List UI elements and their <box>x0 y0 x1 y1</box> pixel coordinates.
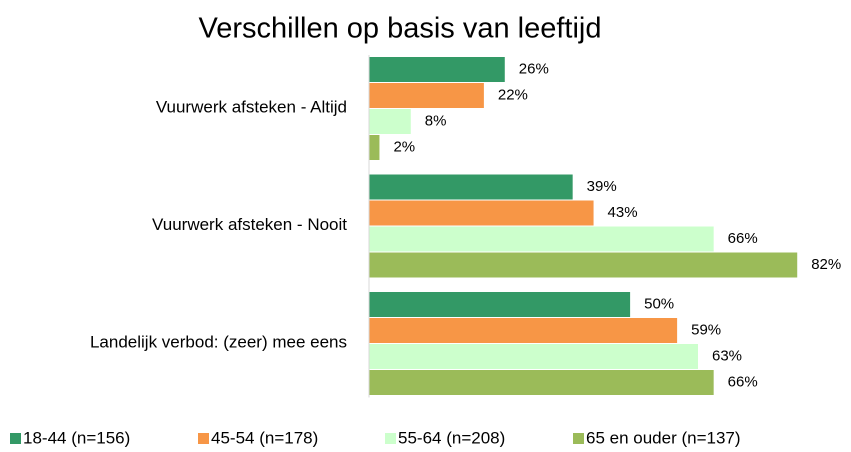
legend-swatch <box>573 433 584 444</box>
legend-label: 55-64 (n=208) <box>398 428 505 447</box>
bar <box>369 370 714 395</box>
bar <box>369 109 411 134</box>
bar <box>369 318 678 343</box>
value-label: 50% <box>644 295 674 312</box>
bar <box>369 252 798 278</box>
bar <box>369 57 505 82</box>
category-label: Vuurwerk afsteken - Altijd <box>156 97 347 116</box>
legend-label: 65 en ouder (n=137) <box>586 428 741 447</box>
legend-label: 18-44 (n=156) <box>23 428 130 447</box>
value-label: 26% <box>519 60 549 77</box>
chart-title: Verschillen op basis van leeftijd <box>198 13 601 45</box>
bar <box>369 135 380 160</box>
value-label: 82% <box>811 256 841 273</box>
bar <box>369 292 631 317</box>
value-label: 59% <box>691 321 721 338</box>
value-label: 66% <box>728 373 758 390</box>
bar <box>369 200 594 226</box>
value-label: 8% <box>425 112 447 129</box>
bar <box>369 83 484 108</box>
legend-swatch <box>10 433 21 444</box>
value-label: 22% <box>498 86 528 103</box>
legend-swatch <box>385 433 396 444</box>
category-label: Landelijk verbod: (zeer) mee eens <box>90 332 347 351</box>
value-label: 2% <box>393 138 415 155</box>
value-label: 63% <box>712 347 742 364</box>
bar <box>369 226 714 252</box>
value-label: 39% <box>587 178 617 195</box>
bar <box>369 174 573 200</box>
value-label: 43% <box>608 204 638 221</box>
legend-swatch <box>198 433 209 444</box>
value-label: 66% <box>728 230 758 247</box>
legend-label: 45-54 (n=178) <box>211 428 318 447</box>
bar <box>369 344 698 369</box>
category-label: Vuurwerk afsteken - Nooit <box>152 215 347 234</box>
